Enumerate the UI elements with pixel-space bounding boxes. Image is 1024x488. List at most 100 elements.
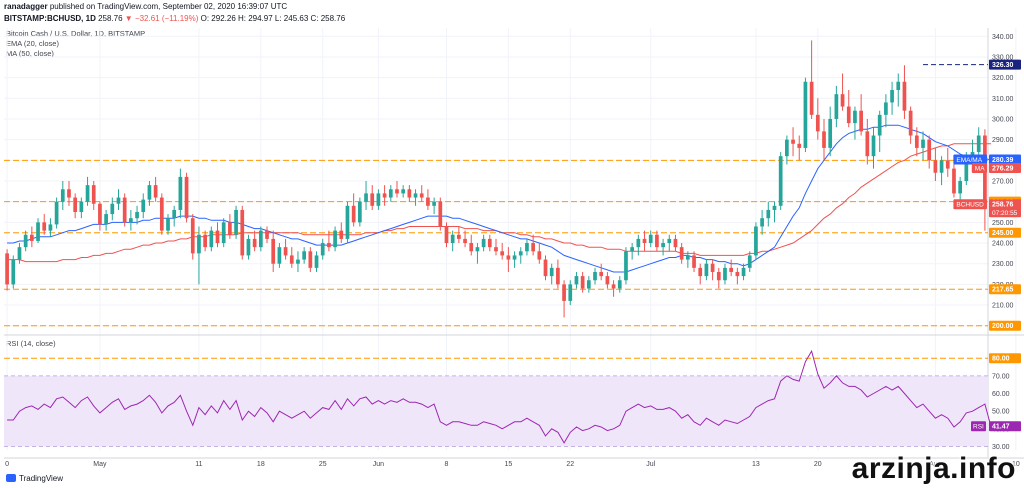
candle — [747, 251, 752, 272]
candle — [698, 263, 703, 285]
tradingview-label: TradingView — [19, 474, 64, 483]
candle — [624, 247, 628, 285]
rsi-level-tag-label: 80.00 — [992, 356, 1010, 363]
symbol-name: BITSTAMP:BCHUSD, 1D — [4, 14, 96, 23]
candle — [983, 129, 987, 231]
candle-body — [648, 234, 653, 244]
candle-body — [970, 152, 975, 157]
candle-body — [277, 247, 282, 264]
candle-body — [135, 212, 139, 219]
candle-body — [289, 255, 294, 264]
candle-body — [642, 238, 647, 244]
candle — [574, 271, 579, 289]
candle-body — [921, 139, 925, 148]
candle-body — [203, 234, 207, 248]
candle — [159, 193, 164, 235]
candle — [370, 185, 375, 210]
rsi-line — [7, 349, 992, 444]
candle-body — [296, 259, 300, 264]
time-tick-label: 20 — [814, 461, 822, 468]
candle — [283, 238, 288, 260]
time-tick-label: 8 — [445, 461, 449, 468]
candle-body — [939, 160, 944, 173]
candle-body — [500, 251, 505, 256]
candle — [129, 209, 133, 231]
candle-body — [568, 284, 573, 301]
candle-body — [537, 251, 542, 260]
candle — [42, 214, 47, 235]
candle-body — [667, 238, 672, 244]
candle-body — [23, 234, 28, 248]
candle — [475, 243, 480, 264]
candle-body — [141, 199, 146, 213]
time-tick-label: 25 — [319, 461, 327, 468]
candle-body — [630, 247, 635, 252]
candle — [407, 185, 412, 202]
candle-body — [549, 267, 554, 277]
candle — [902, 65, 907, 119]
candle-body — [494, 247, 498, 252]
series-name-label: BCHUSD — [956, 202, 984, 209]
ohlc-values: O: 292.26 H: 294.97 L: 245.63 C: 258.76 — [200, 14, 346, 23]
candle-body — [327, 243, 331, 248]
candle-body — [228, 222, 232, 235]
candle-body — [884, 102, 888, 115]
time-tick-label: Aug — [929, 461, 942, 468]
candle-body — [209, 230, 214, 248]
candle-body — [469, 243, 474, 252]
candle — [692, 251, 696, 272]
price-tick-label: 310.00 — [992, 96, 1014, 103]
candle-body — [98, 203, 102, 225]
candle — [822, 118, 826, 161]
candle-body — [413, 193, 418, 198]
candle — [469, 234, 474, 256]
level-tag-label: 245.00 — [992, 230, 1014, 237]
candle-body — [698, 267, 703, 277]
candle — [673, 234, 678, 252]
candle-body — [754, 226, 758, 256]
candle — [67, 181, 71, 206]
rsi-tick-label: 60.00 — [992, 391, 1010, 398]
candle — [518, 247, 523, 264]
candle — [376, 189, 381, 210]
symbol-line: BITSTAMP:BCHUSD, 1D 258.76 ▼ −32.61 (−11… — [4, 14, 345, 23]
candle — [772, 201, 777, 223]
candle — [23, 230, 28, 252]
candle — [296, 251, 300, 272]
price-tick-label: 290.00 — [992, 137, 1014, 144]
price-tag-countdown: 07:20:55 — [992, 210, 1018, 217]
candle-body — [741, 267, 746, 277]
candle-body — [853, 110, 857, 124]
candle-body — [159, 197, 164, 231]
candle — [457, 226, 461, 244]
rsi-value-tag — [989, 421, 1021, 432]
candle-body — [178, 176, 183, 210]
candle-body — [692, 255, 696, 268]
candle-body — [605, 276, 610, 285]
candle-body — [976, 135, 981, 153]
candle — [840, 73, 845, 111]
candle — [556, 259, 560, 289]
rsi-tick-label: 30.00 — [992, 444, 1010, 451]
price-tag-label: 276.29 — [992, 165, 1014, 172]
candle — [382, 185, 387, 206]
level-tag — [989, 284, 1021, 295]
candle — [809, 40, 814, 119]
candle — [896, 73, 901, 107]
candle-body — [116, 197, 121, 204]
publisher-name: ranadagger — [4, 2, 48, 11]
candle-body — [704, 263, 709, 277]
candle — [927, 135, 932, 169]
candle — [289, 247, 294, 268]
candle-body — [599, 271, 604, 277]
candle — [729, 259, 734, 277]
candle-body — [265, 230, 269, 239]
candle-body — [314, 255, 319, 268]
candle-body — [444, 226, 449, 244]
candle — [234, 205, 238, 239]
candle — [679, 243, 684, 264]
candle-body — [29, 234, 34, 241]
candle-body — [828, 118, 833, 148]
candle-body — [153, 185, 158, 198]
